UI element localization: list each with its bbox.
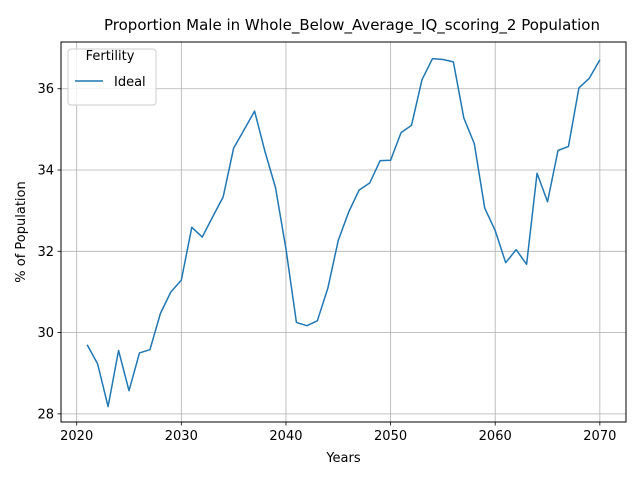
x-axis-label: Years: [325, 451, 361, 466]
y-tick-label: 34: [37, 164, 54, 179]
x-tick-label: 2070: [583, 429, 616, 444]
legend-box: [67, 48, 157, 106]
legend-label-ideal: Ideal: [114, 75, 146, 90]
y-axis: 28 30 32 34 36: [37, 82, 61, 422]
chart-title: Proportion Male in Whole_Below_Average_I…: [104, 16, 600, 35]
x-tick-label: 2030: [165, 429, 198, 444]
series-line-0: [86, 57, 601, 408]
legend-title: Fertility: [86, 49, 135, 64]
legend: Fertility Ideal: [67, 48, 157, 106]
y-tick-label: 28: [37, 407, 54, 422]
x-tick-label: 2020: [60, 429, 93, 444]
x-tick-label: 2040: [269, 429, 302, 444]
axes-frame: [60, 41, 627, 423]
y-tick-label: 30: [37, 326, 54, 341]
plot-area: [86, 57, 601, 408]
x-tick-label: 2050: [374, 429, 407, 444]
y-tick-label: 36: [37, 82, 54, 97]
x-axis: 2020 2030 2040 2050 2060 2070: [60, 422, 616, 444]
y-tick-label: 32: [37, 245, 54, 260]
y-axis-label: % of Population: [14, 181, 29, 282]
x-tick-label: 2060: [479, 429, 512, 444]
